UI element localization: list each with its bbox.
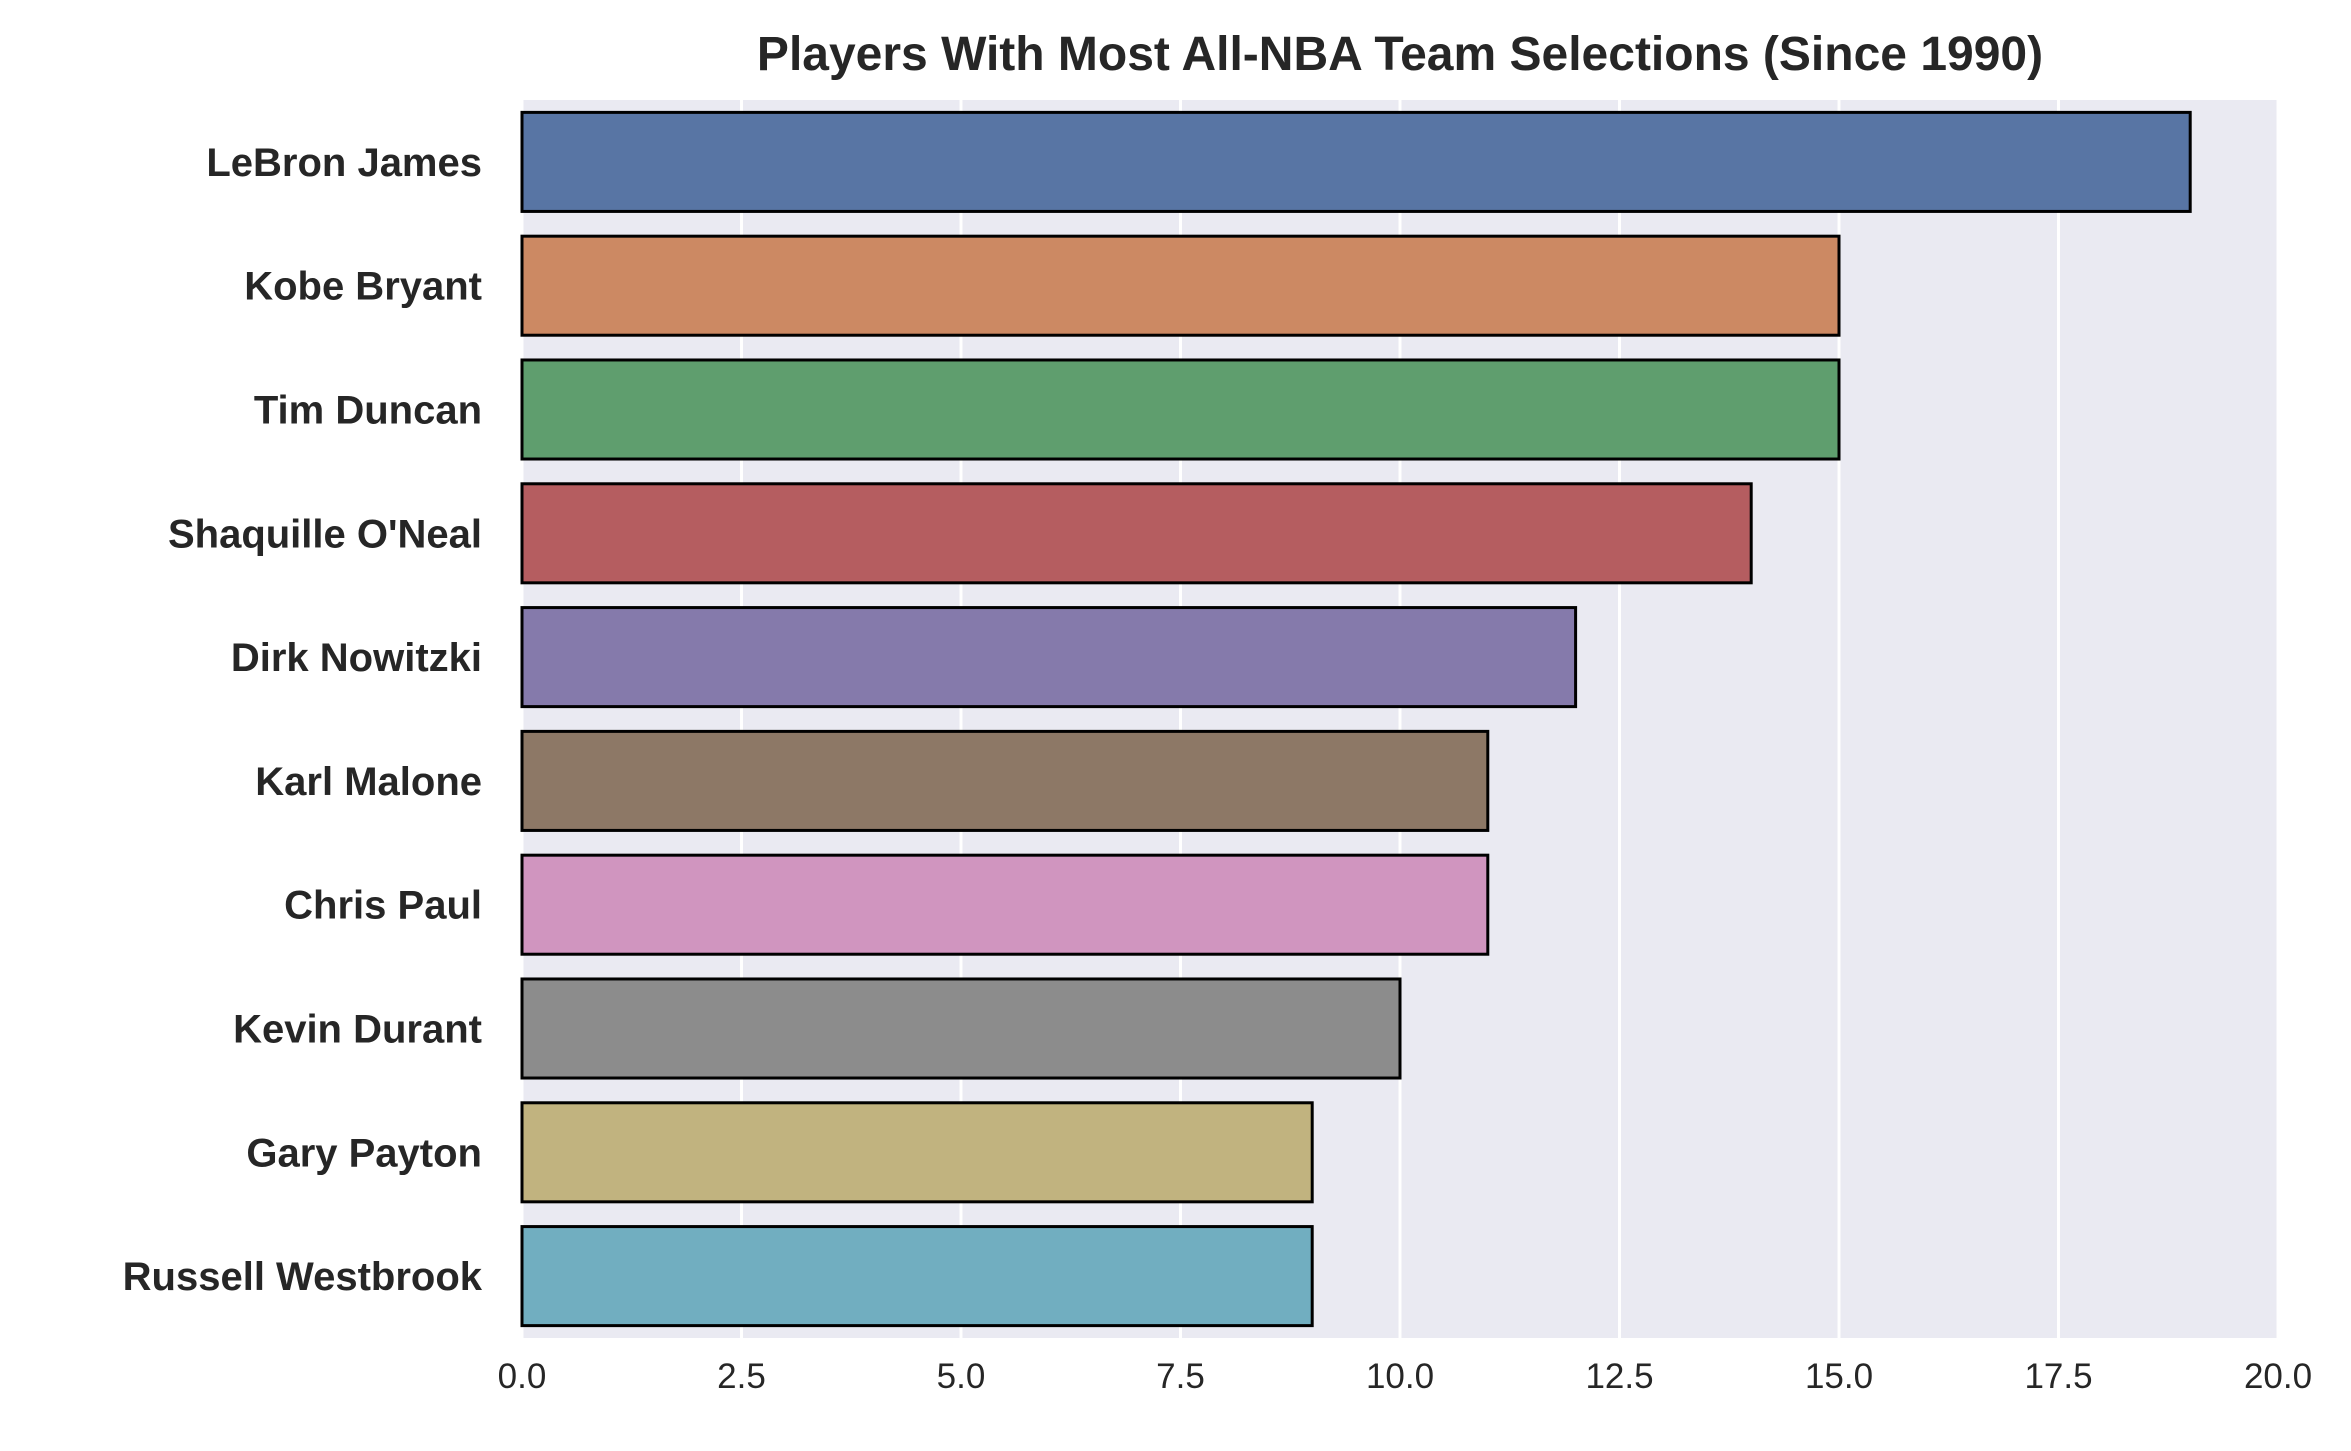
y-tick-label: Gary Payton: [246, 1131, 482, 1175]
bar: [520, 110, 2192, 213]
x-tick-label: 20.0: [2244, 1357, 2312, 1396]
x-tick-label: 12.5: [1585, 1357, 1653, 1396]
bar: [520, 1225, 1314, 1328]
y-tick-label: Russell Westbrook: [123, 1255, 483, 1299]
bar: [520, 606, 1578, 709]
bar: [520, 853, 1490, 956]
bar: [520, 482, 1753, 585]
y-tick-label: Shaquille O'Neal: [168, 512, 482, 556]
y-tick-label: Karl Malone: [255, 760, 482, 804]
y-tick-label: Tim Duncan: [254, 389, 482, 433]
y-tick-label: Chris Paul: [284, 884, 482, 928]
x-tick-label: 7.5: [1156, 1357, 1205, 1396]
bar: [520, 1101, 1314, 1204]
y-tick-label: Kobe Bryant: [244, 265, 482, 309]
x-tick-label: 10.0: [1366, 1357, 1434, 1396]
x-tick-label: 2.5: [717, 1357, 766, 1396]
x-tick-label: 17.5: [2024, 1357, 2092, 1396]
bars: [520, 110, 2192, 1328]
bar: [520, 358, 1841, 461]
bar: [520, 977, 1402, 1080]
x-tick-labels: 0.0 2.5 5.0 7.5 10.0 12.5 15.0 17.5 20.0: [498, 1357, 2312, 1396]
y-tick-labels: LeBron James Kobe Bryant Tim Duncan Shaquil…: [123, 141, 483, 1299]
y-tick-label: Dirk Nowitzki: [231, 636, 482, 680]
x-tick-label: 5.0: [937, 1357, 986, 1396]
chart-title: Players With Most All-NBA Team Selection…: [757, 28, 2043, 81]
x-tick-label: 15.0: [1805, 1357, 1873, 1396]
bar: [520, 234, 1841, 337]
y-tick-label: Kevin Durant: [233, 1008, 482, 1052]
y-tick-label: LeBron James: [206, 141, 482, 185]
bar: [520, 729, 1490, 832]
x-tick-label: 0.0: [498, 1357, 547, 1396]
